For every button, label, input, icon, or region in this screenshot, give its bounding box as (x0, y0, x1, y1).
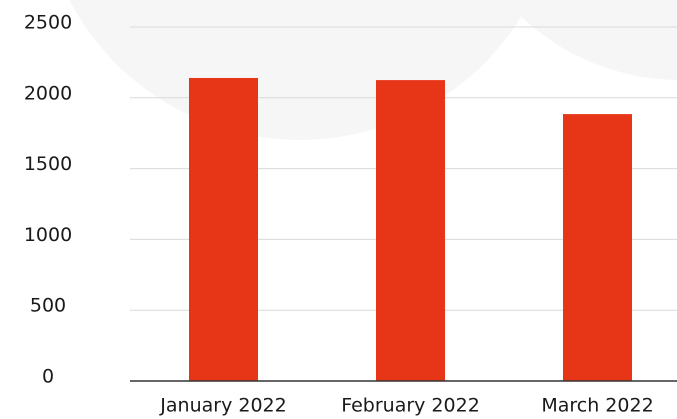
y-tick-label: 2500 (24, 12, 72, 34)
bar (563, 114, 632, 382)
bar (376, 80, 445, 381)
background-shape (69, 0, 531, 140)
y-tick-label: 1000 (24, 224, 72, 246)
bar (189, 77, 258, 381)
y-tick-label: 0 (42, 366, 54, 388)
x-tick-label: February 2022 (341, 395, 480, 417)
y-tick-label: 2000 (24, 82, 72, 104)
y-tick-label: 1500 (24, 153, 72, 175)
x-tick-label: January 2022 (159, 395, 286, 417)
background-shape (505, 0, 677, 80)
x-tick-label: March 2022 (541, 395, 653, 417)
y-tick-label: 500 (30, 295, 66, 317)
